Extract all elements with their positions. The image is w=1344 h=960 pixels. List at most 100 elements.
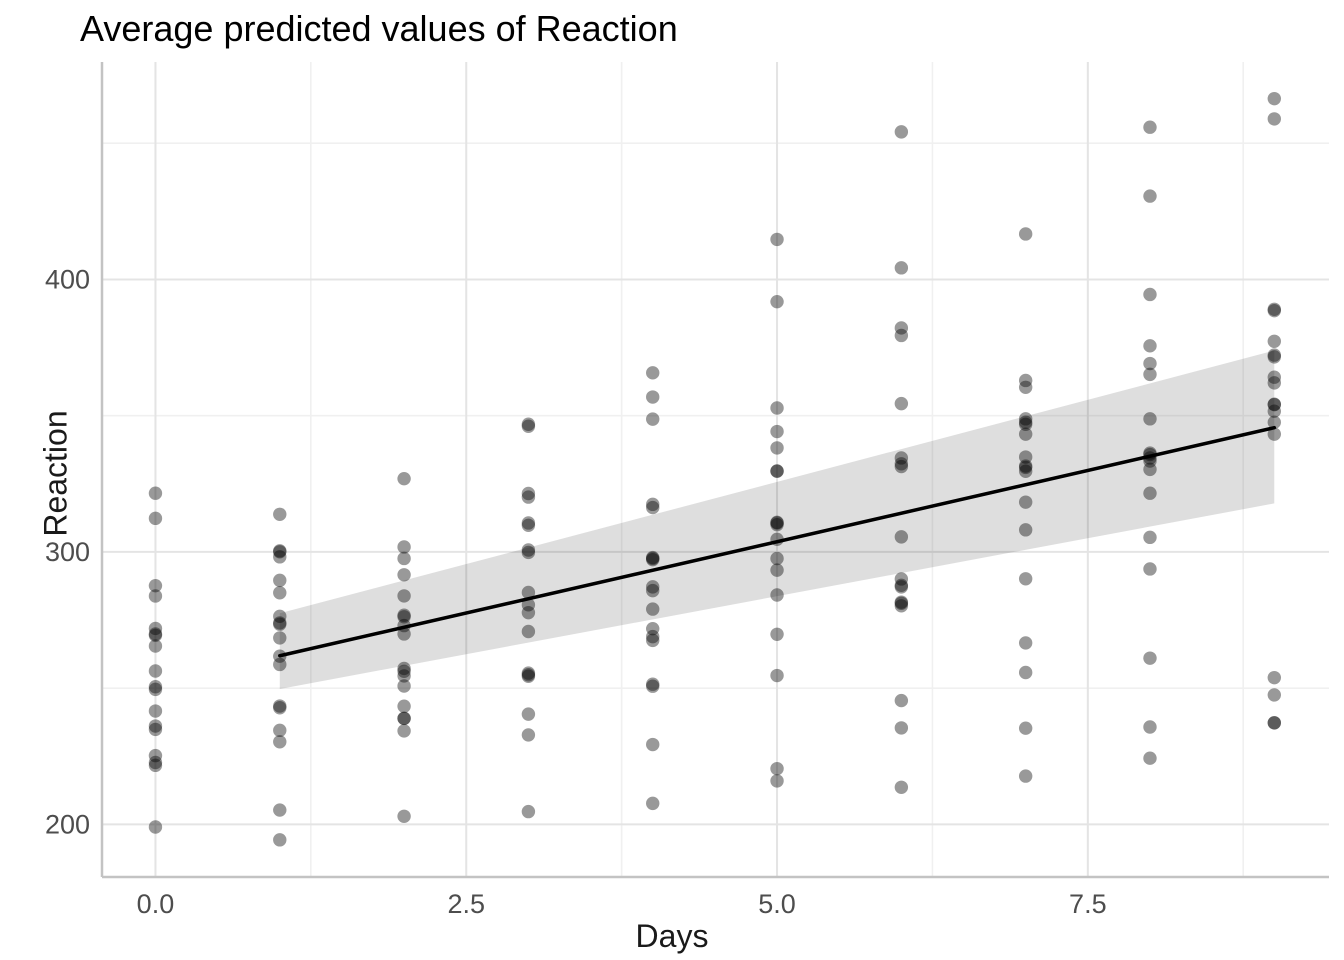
data-point [397, 699, 411, 713]
x-tick-labels: 0.0 2.5 5.0 7.5 [137, 889, 1107, 919]
gridlines-minor [102, 62, 1329, 877]
data-point [273, 616, 287, 630]
y-tick-labels: 200 300 400 [45, 264, 90, 839]
data-point [646, 390, 660, 404]
data-point [397, 568, 411, 582]
data-point [1267, 688, 1282, 702]
data-point [646, 737, 660, 752]
x-tick-label: 0.0 [137, 889, 175, 919]
data-point [646, 621, 660, 636]
y-axis-title: Reaction [37, 410, 74, 537]
data-point [646, 796, 660, 811]
data-point [1267, 303, 1282, 318]
data-point [1143, 651, 1157, 665]
data-point [770, 516, 784, 530]
data-point [1143, 412, 1157, 426]
data-point [273, 699, 287, 713]
data-point [1018, 665, 1033, 680]
data-point [273, 617, 287, 631]
data-point [1143, 367, 1157, 382]
data-point [273, 657, 287, 672]
gridlines-major [102, 62, 1329, 877]
y-tick-label: 300 [45, 537, 90, 567]
data-point [770, 551, 784, 566]
data-point [148, 578, 163, 593]
x-axis-title: Days [635, 918, 709, 954]
data-point [770, 294, 784, 309]
data-point [894, 780, 909, 794]
data-point [521, 668, 536, 682]
data-point [1018, 460, 1033, 475]
data-point [148, 627, 163, 641]
data-point [1267, 350, 1282, 364]
data-point [1267, 91, 1282, 106]
x-tick-label: 2.5 [447, 889, 485, 919]
data-point [1143, 462, 1157, 477]
data-point [1018, 523, 1033, 537]
data-point [894, 721, 909, 735]
data-point [273, 573, 287, 588]
data-point [148, 589, 163, 603]
data-point [397, 551, 411, 566]
data-point [1143, 530, 1157, 545]
data-point [646, 677, 660, 691]
data-point [521, 707, 536, 721]
data-point [1143, 189, 1157, 203]
data-point [1267, 302, 1282, 316]
data-point [894, 693, 909, 708]
data-point [770, 464, 784, 478]
data-point [521, 804, 536, 819]
data-point [770, 761, 784, 776]
data-point [397, 669, 411, 683]
data-point [148, 748, 163, 763]
data-point [1267, 670, 1282, 685]
data-point [646, 412, 660, 426]
data-point [894, 578, 909, 593]
data-point [770, 668, 784, 683]
data-point [397, 724, 411, 738]
data-point [1267, 427, 1282, 441]
data-point [1267, 716, 1282, 730]
data-point [894, 595, 909, 609]
scatter-points [148, 91, 1282, 847]
data-point [397, 608, 411, 622]
data-point [521, 543, 536, 557]
data-point [646, 551, 660, 566]
data-point [894, 596, 909, 610]
data-point [1018, 464, 1033, 478]
data-point [646, 552, 660, 567]
data-point [1143, 120, 1157, 134]
data-point [770, 774, 784, 788]
plot-title: Average predicted values of Reaction [80, 8, 678, 49]
data-point [148, 486, 163, 500]
data-point [521, 490, 536, 504]
data-point [894, 125, 909, 139]
data-point [397, 610, 411, 624]
data-point [273, 723, 287, 738]
data-point [1018, 636, 1033, 650]
data-point [521, 605, 536, 620]
data-point [521, 624, 536, 639]
data-point [1143, 751, 1157, 765]
data-point [770, 563, 784, 577]
data-point [273, 833, 287, 847]
data-point [397, 540, 411, 554]
data-point [521, 545, 536, 560]
data-point [770, 517, 784, 532]
data-point [521, 669, 536, 683]
data-point [894, 572, 909, 586]
data-point [1018, 450, 1033, 464]
data-point [148, 628, 163, 642]
data-point [1018, 427, 1033, 441]
data-point [148, 664, 163, 678]
data-point [770, 424, 784, 439]
data-point [894, 396, 909, 411]
data-point [894, 328, 909, 343]
data-point [646, 580, 660, 594]
data-point [397, 471, 411, 486]
data-point [894, 599, 909, 613]
data-point [646, 497, 660, 512]
data-point [1267, 370, 1282, 384]
data-point [148, 758, 163, 773]
